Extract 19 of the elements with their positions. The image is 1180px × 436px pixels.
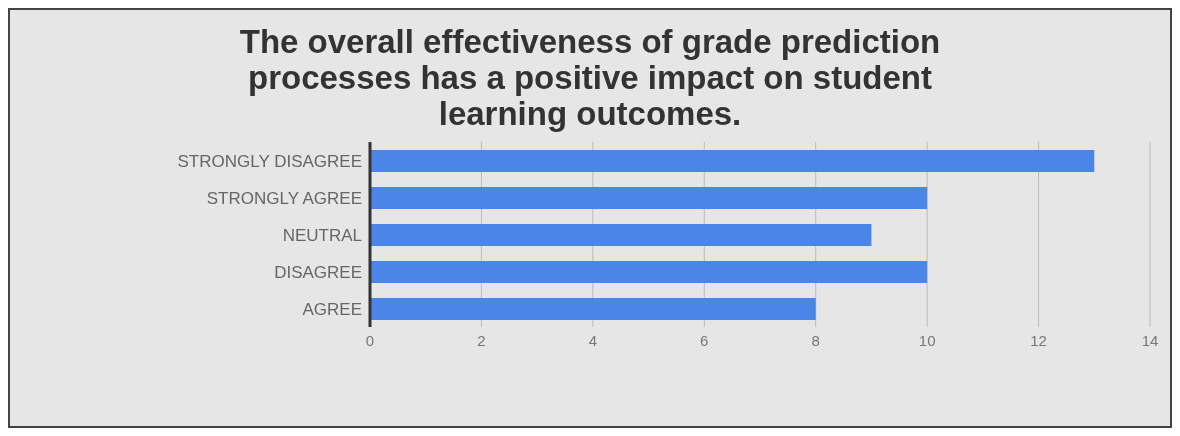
x-tick-label: 12: [1030, 331, 1047, 349]
x-tick-label: 10: [918, 331, 936, 349]
x-tick-label: 14: [1141, 331, 1159, 349]
chart-title: The overall effectiveness of grade prediction processes has a positive impact on student learning outcomes.: [238, 22, 942, 132]
bar: [370, 261, 928, 283]
bar: [370, 298, 816, 320]
x-tick-label: 4: [588, 331, 598, 349]
y-tick-label: STRONGLY AGREE: [206, 188, 362, 208]
bar: [370, 187, 928, 209]
x-tick-label: 2: [477, 331, 486, 349]
bar: [370, 224, 872, 246]
y-tick-label: NEUTRAL: [282, 225, 362, 245]
x-tick-label: 6: [700, 331, 709, 349]
y-tick-label: STRONGLY DISAGREE: [177, 151, 362, 171]
x-tick-label: 0: [365, 331, 375, 349]
y-tick-label: DISAGREE: [274, 262, 362, 282]
y-tick-label: AGREE: [302, 299, 362, 319]
x-tick-label: 8: [811, 331, 820, 349]
bar: [370, 150, 1095, 172]
